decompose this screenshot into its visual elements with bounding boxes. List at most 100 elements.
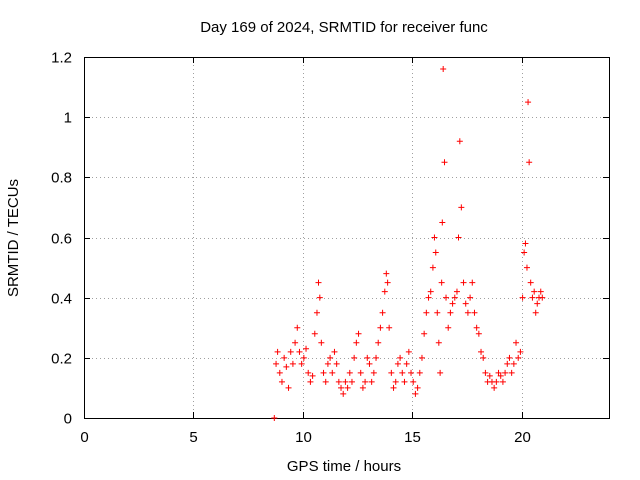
data-point [523, 264, 530, 271]
x-axis-label: GPS time / hours [287, 458, 401, 475]
data-point [532, 309, 539, 316]
chart-title: Day 169 of 2024, SRMTID for receiver fun… [200, 19, 488, 36]
marks-layer [271, 66, 546, 421]
data-point [362, 378, 369, 385]
data-point [370, 369, 377, 376]
data-point [491, 384, 498, 391]
data-point [499, 378, 506, 385]
data-point [355, 330, 362, 337]
data-point [443, 294, 450, 301]
x-tick-label: 10 [295, 429, 312, 446]
data-point [342, 378, 349, 385]
data-point [327, 354, 334, 361]
data-point [403, 360, 410, 367]
data-point [441, 159, 448, 166]
data-point [482, 369, 489, 376]
data-point [510, 360, 517, 367]
data-point [431, 234, 438, 241]
data-point [525, 99, 532, 106]
data-point [529, 294, 536, 301]
data-point [357, 369, 364, 376]
data-point [346, 369, 353, 376]
data-point [410, 378, 417, 385]
data-point [274, 348, 281, 355]
data-point [418, 354, 425, 361]
data-point [539, 294, 546, 301]
data-point [405, 348, 412, 355]
data-point [513, 339, 520, 346]
data-point [517, 348, 524, 355]
data-point [300, 354, 307, 361]
data-point [432, 249, 439, 256]
data-point [456, 138, 463, 145]
data-point [519, 294, 526, 301]
x-tick-label: 20 [514, 429, 531, 446]
data-point [497, 372, 504, 379]
data-point [471, 309, 478, 316]
data-point [455, 234, 462, 241]
data-point [383, 270, 390, 277]
data-point [440, 66, 447, 73]
data-point [460, 279, 467, 286]
data-point [449, 300, 456, 307]
data-point [296, 348, 303, 355]
data-point [359, 384, 366, 391]
y-tick-label: 0.2 [51, 351, 72, 368]
data-point [281, 354, 288, 361]
data-point [353, 339, 360, 346]
data-point [322, 378, 329, 385]
data-point [414, 384, 421, 391]
data-point [344, 384, 351, 391]
y-tick-label: 0.8 [51, 170, 72, 187]
data-point [447, 309, 454, 316]
data-point [478, 348, 485, 355]
data-point [453, 288, 460, 295]
data-point [351, 354, 358, 361]
data-point [480, 354, 487, 361]
data-point [534, 300, 541, 307]
data-point [271, 415, 278, 421]
data-point [292, 339, 299, 346]
data-point [421, 330, 428, 337]
data-point [537, 288, 544, 295]
data-point [364, 354, 371, 361]
y-tick-label: 1.2 [51, 50, 72, 67]
data-point [397, 354, 404, 361]
x-tick-label: 5 [189, 429, 197, 446]
data-point [388, 369, 395, 376]
data-point [289, 360, 296, 367]
y-tick-label: 0.4 [51, 291, 72, 308]
data-point [294, 324, 301, 331]
data-point [464, 309, 471, 316]
data-point [429, 264, 436, 271]
data-point [348, 378, 355, 385]
data-point [451, 294, 458, 301]
data-point [423, 309, 430, 316]
data-point [324, 360, 331, 367]
data-point [315, 279, 322, 286]
data-point [473, 324, 480, 331]
data-point [384, 279, 391, 286]
data-point [434, 309, 441, 316]
data-point [462, 300, 469, 307]
x-tick-label: 0 [80, 429, 88, 446]
data-point [416, 369, 423, 376]
data-point [394, 360, 401, 367]
data-point [331, 348, 338, 355]
data-point [316, 294, 323, 301]
data-point [366, 360, 373, 367]
data-point [486, 372, 493, 379]
y-tick-label: 0.6 [51, 231, 72, 248]
data-point [437, 369, 444, 376]
data-point [386, 324, 393, 331]
data-point [401, 378, 408, 385]
data-point [475, 330, 482, 337]
data-point [335, 378, 342, 385]
data-point [329, 369, 336, 376]
data-point [305, 369, 312, 376]
data-point [392, 378, 399, 385]
data-point [527, 279, 534, 286]
data-point [408, 369, 415, 376]
y-tick-label: 0 [64, 411, 72, 428]
data-point [438, 279, 445, 286]
